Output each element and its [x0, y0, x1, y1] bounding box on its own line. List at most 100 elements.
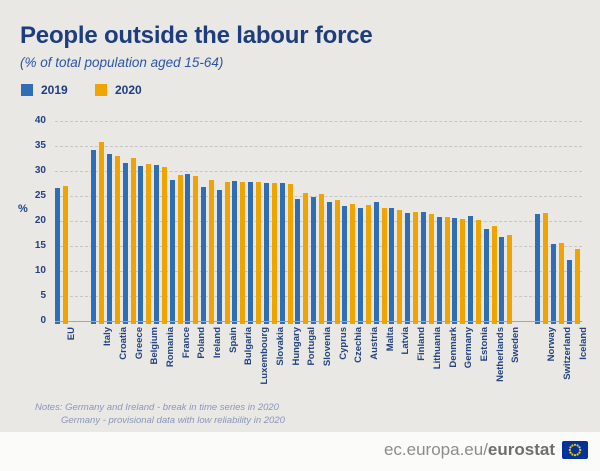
x-label-slovakia: Slovakia — [274, 327, 286, 366]
bar-austria-2019 — [358, 208, 363, 324]
legend-swatch-2019-icon — [21, 84, 33, 96]
x-label-italy: Italy — [102, 327, 114, 347]
gridline-30 — [55, 171, 582, 172]
bar-estonia-2019 — [467, 216, 473, 324]
bar-italy-2020 — [99, 141, 105, 324]
bar-spain-2020 — [224, 182, 230, 324]
bar-cyprus-2020 — [334, 200, 340, 324]
bar-slovakia-2019 — [263, 183, 269, 324]
y-tick-20: 20 — [34, 215, 46, 226]
x-label-germany: Germany — [463, 327, 475, 369]
x-label-romania: Romania — [164, 327, 176, 368]
bar-iceland-2019 — [566, 259, 572, 324]
legend-label-2019: 2019 — [41, 83, 68, 97]
bar-portugal-2019 — [295, 198, 301, 324]
gridline-10 — [55, 271, 582, 272]
chart-notes: Notes: Germany and Ireland - break in ti… — [35, 401, 285, 427]
x-label-belgium: Belgium — [149, 327, 161, 365]
x-label-austria: Austria — [369, 327, 380, 360]
bar-romania-2019 — [153, 164, 159, 324]
bar-denmark-2020 — [444, 216, 450, 324]
bar-latvia-2020 — [397, 209, 403, 324]
bar-bulgaria-2019 — [232, 181, 238, 324]
x-label-bulgaria: Bulgaria — [243, 327, 255, 366]
gridline-15 — [55, 246, 582, 247]
bar-belgium-2020 — [146, 164, 152, 324]
bar-netherlands-2020 — [491, 226, 497, 324]
bar-spain-2019 — [216, 190, 222, 324]
y-tick-30: 30 — [34, 165, 46, 176]
legend: 2019 2020 — [21, 83, 155, 97]
bar-lithuania-2019 — [420, 211, 426, 324]
bar-lithuania-2020 — [428, 214, 434, 324]
note-line-2: Germany - provisional data with low reli… — [61, 415, 285, 426]
x-label-ireland: Ireland — [212, 327, 223, 359]
bar-eu-2020 — [63, 185, 68, 324]
y-axis-unit-label: % — [18, 203, 28, 215]
footer-url: ec.europa.eu/eurostat — [384, 440, 555, 460]
x-label-norway: Norway — [546, 327, 558, 362]
bar-malta-2019 — [373, 201, 379, 324]
footer-url-prefix: ec.europa.eu/ — [383, 440, 488, 459]
bar-austria-2020 — [366, 204, 371, 324]
bar-italy-2019 — [91, 149, 97, 324]
bar-netherlands-2019 — [483, 228, 489, 324]
bar-estonia-2020 — [475, 220, 481, 324]
chart-subtitle: (% of total population aged 15-64) — [20, 55, 224, 70]
bar-luxembourg-2020 — [256, 182, 262, 324]
y-tick-5: 5 — [40, 290, 46, 301]
legend-item-2019: 2019 — [21, 83, 81, 97]
gridline-5 — [55, 296, 582, 297]
x-label-croatia: Croatia — [117, 327, 129, 360]
bar-croatia-2020 — [114, 156, 120, 324]
x-label-denmark: Denmark — [447, 327, 459, 368]
bar-france-2020 — [177, 174, 183, 324]
y-tick-35: 35 — [34, 140, 46, 151]
x-label-greece: Greece — [133, 327, 145, 360]
y-tick-0: 0 — [40, 315, 46, 326]
bar-germany-2020 — [460, 218, 466, 324]
gridline-35 — [55, 146, 582, 147]
x-label-finland: Finland — [416, 327, 428, 361]
bar-switzerland-2019 — [551, 243, 557, 324]
footer-bar: ec.europa.eu/eurostat — [0, 432, 600, 471]
x-label-france: France — [180, 327, 192, 359]
x-label-netherlands: Netherlands — [494, 327, 506, 382]
bar-sweden-2020 — [507, 235, 513, 324]
gridline-20 — [55, 221, 582, 222]
bar-bulgaria-2020 — [240, 182, 246, 324]
x-label-iceland: Iceland — [577, 327, 589, 360]
footer-url-eurostat: eurostat — [487, 440, 555, 459]
bar-norway-2020 — [543, 213, 549, 324]
bar-poland-2019 — [185, 174, 191, 324]
y-tick-25: 25 — [34, 190, 46, 201]
bar-latvia-2019 — [389, 207, 395, 324]
bar-eu-2019 — [55, 188, 60, 324]
x-label-cyprus: Cyprus — [337, 327, 349, 360]
bar-romania-2020 — [161, 167, 167, 324]
bar-ireland-2020 — [209, 179, 214, 324]
x-axis-line — [55, 321, 582, 322]
bar-finland-2020 — [413, 212, 419, 324]
bar-sweden-2019 — [499, 236, 505, 324]
chart-title: People outside the labour force — [20, 22, 373, 49]
x-label-spain: Spain — [227, 327, 239, 353]
bar-portugal-2020 — [303, 193, 309, 324]
bar-croatia-2019 — [106, 153, 112, 324]
footer-content: ec.europa.eu/eurostat — [384, 440, 588, 460]
bar-cyprus-2019 — [326, 201, 332, 324]
bar-germany-2019 — [452, 218, 458, 324]
bar-slovenia-2019 — [310, 197, 316, 324]
legend-swatch-2020-icon — [95, 84, 107, 96]
x-label-malta: Malta — [384, 327, 396, 352]
bar-iceland-2020 — [574, 248, 580, 324]
x-label-czechia: Czechia — [353, 327, 365, 363]
bar-greece-2019 — [122, 162, 128, 324]
legend-label-2020: 2020 — [115, 83, 142, 97]
bar-poland-2020 — [193, 175, 199, 324]
y-tick-10: 10 — [34, 265, 46, 276]
x-label-luxembourg: Luxembourg — [259, 327, 271, 385]
x-label-portugal: Portugal — [306, 327, 318, 366]
